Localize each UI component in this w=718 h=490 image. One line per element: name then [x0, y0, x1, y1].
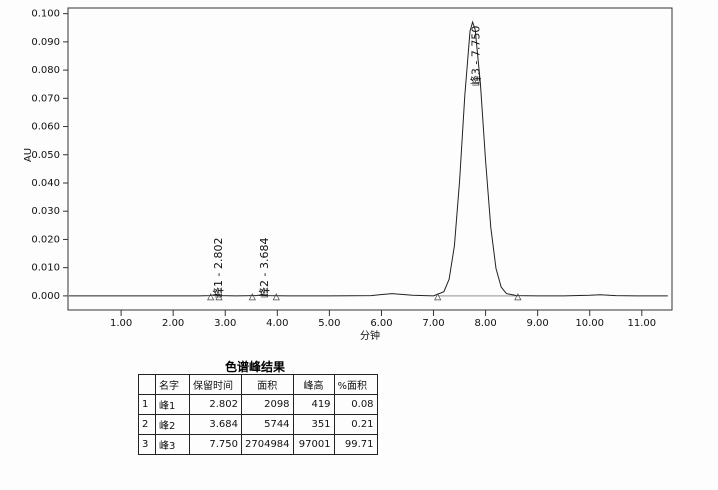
results-table: 名字 保留时间 面积 峰高 %面积 1 峰1 2.802 2098 419 0.08 2 峰2…: [138, 374, 378, 455]
peak-label: 峰1 - 2.802: [212, 238, 225, 298]
y-tick-label: 0.020: [31, 234, 60, 245]
integration-mark: [248, 293, 256, 301]
peak-label: 峰3 - 7.750: [470, 26, 483, 86]
table-cell: 2.802: [189, 394, 242, 415]
header-cell: 保留时间: [189, 374, 242, 395]
y-tick-label: 0.090: [31, 37, 60, 48]
x-axis-label: 分钟: [360, 329, 380, 342]
y-tick-label: 0.080: [31, 65, 60, 76]
integration-mark: [514, 293, 522, 301]
result-row: 1 峰1 2.802 2098 419 0.08: [138, 394, 378, 415]
y-tick-label: 0.030: [31, 206, 60, 217]
x-tick-label: 9.00: [527, 318, 549, 329]
table-cell: 峰3: [155, 434, 190, 455]
table-cell: 97001: [292, 434, 335, 455]
y-tick-label: 0.000: [31, 291, 60, 302]
x-tick-label: 3.00: [214, 318, 236, 329]
peak-label: 峰2 - 3.684: [258, 238, 271, 298]
table-cell: 7.750: [189, 434, 242, 455]
plot-frame: [67, 7, 673, 311]
table-cell: 351: [292, 414, 335, 435]
chart: AU 分钟 0.000 0.010 0.020 0.030 0.040 0.050 0.06…: [23, 7, 673, 342]
integration-mark: [272, 293, 280, 301]
result-row: 2 峰2 3.684 5744 351 0.21: [138, 414, 378, 435]
x-tick-label: 4.00: [266, 318, 288, 329]
x-tick-label: 8.00: [474, 318, 496, 329]
y-tick-label: 0.100: [31, 9, 60, 20]
header-cell: 峰高: [292, 374, 335, 395]
y-tick-label: 0.070: [31, 93, 60, 104]
y-tick-label: 0.060: [31, 122, 60, 133]
y-tick-label: 0.010: [31, 263, 60, 274]
table-cell: 0.21: [333, 414, 378, 435]
table-cell: 99.71: [333, 434, 378, 455]
table-cell: 2: [138, 414, 156, 435]
result-row: 3 峰3 7.750 2704984 97001 99.71: [138, 434, 378, 455]
table-cell: 3: [138, 434, 156, 455]
x-tick-label: 1.00: [110, 318, 132, 329]
table-cell: 419: [292, 394, 335, 415]
integration-mark: [434, 293, 442, 301]
table-cell: 5744: [241, 414, 294, 435]
y-axis-label: AU: [23, 148, 34, 162]
blank-cell: [138, 374, 156, 395]
y-tick-label: 0.050: [31, 150, 60, 161]
integration-mark: [207, 293, 215, 301]
table-cell: 2704984: [241, 434, 294, 455]
x-tick-label: 2.00: [162, 318, 184, 329]
y-tick-label: 0.040: [31, 178, 60, 189]
table-cell: 0.08: [333, 394, 378, 415]
x-tick-label: 5.00: [318, 318, 340, 329]
header-row: 名字 保留时间 面积 峰高 %面积: [138, 374, 378, 395]
x-tick-label: 6.00: [370, 318, 392, 329]
x-tick-label: 11.00: [627, 318, 656, 329]
header-cell: 面积: [241, 374, 294, 395]
x-tick-label: 10.00: [575, 318, 604, 329]
table-cell: 峰2: [155, 414, 190, 435]
table-cell: 峰1: [155, 394, 190, 415]
x-tick-label: 7.00: [422, 318, 444, 329]
table-title: 色谱峰结果: [224, 360, 285, 374]
chromatogram-line: [69, 20, 668, 297]
table-cell: 1: [138, 394, 156, 415]
integration-mark: [215, 293, 223, 301]
header-cell: 名字: [155, 374, 190, 395]
table-cell: 3.684: [189, 414, 242, 435]
table-cell: 2098: [241, 394, 294, 415]
header-cell: %面积: [333, 374, 378, 395]
